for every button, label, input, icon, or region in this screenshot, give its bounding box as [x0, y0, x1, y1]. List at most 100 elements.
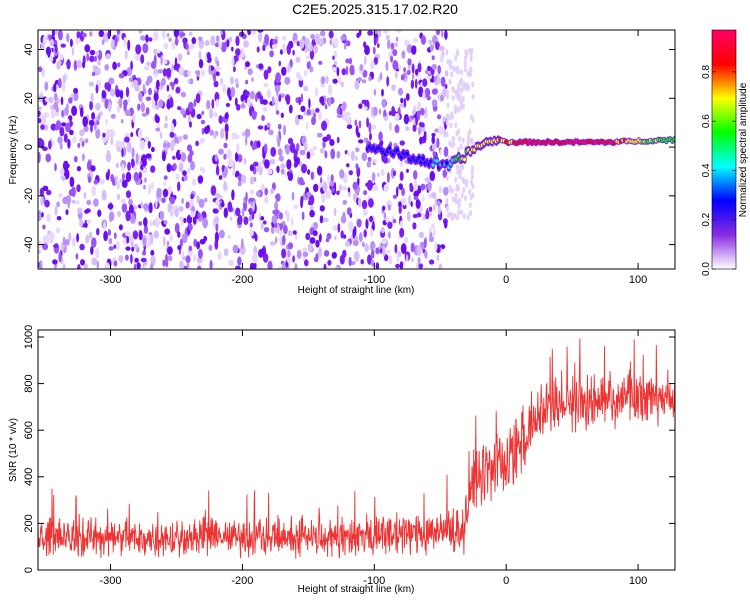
- noise-blob: [337, 223, 341, 233]
- noise-blob: [98, 30, 105, 38]
- signal-core: [421, 156, 425, 161]
- noise-blob: [320, 83, 326, 88]
- noise-blob: [85, 234, 90, 244]
- noise-blob: [335, 266, 340, 269]
- noise-blob: [340, 81, 344, 88]
- noise-blob: [223, 248, 229, 257]
- noise-blob: [104, 262, 111, 269]
- noise-blob: [404, 236, 409, 244]
- noise-blob: [471, 81, 475, 88]
- noise-blob: [405, 93, 410, 101]
- noise-blob: [356, 77, 363, 82]
- noise-blob: [353, 250, 360, 262]
- noise-blob: [185, 201, 190, 209]
- noise-blob: [198, 38, 205, 49]
- noise-blob: [247, 30, 252, 36]
- noise-blob: [305, 232, 311, 241]
- noise-blob: [38, 118, 42, 124]
- noise-blob: [436, 137, 440, 149]
- noise-blob: [406, 210, 411, 222]
- noise-blob: [300, 115, 303, 120]
- noise-blob: [88, 119, 95, 127]
- noise-blob: [146, 61, 151, 66]
- noise-blob: [108, 211, 115, 221]
- noise-blob: [240, 238, 244, 250]
- noise-blob: [55, 227, 61, 234]
- noise-blob: [457, 209, 461, 216]
- noise-blob: [437, 65, 442, 75]
- noise-blob: [190, 193, 195, 200]
- noise-blob: [166, 163, 172, 173]
- noise-blob: [356, 218, 362, 228]
- noise-blob: [246, 96, 251, 107]
- noise-blob: [327, 259, 332, 266]
- noise-blob: [195, 93, 201, 104]
- noise-blob: [104, 98, 109, 110]
- noise-blob: [419, 205, 424, 213]
- noise-blob: [198, 198, 205, 208]
- noise-blob: [389, 121, 392, 131]
- noise-blob: [361, 99, 368, 105]
- noise-blob: [233, 66, 236, 73]
- noise-blob: [95, 67, 101, 76]
- noise-blob: [355, 147, 360, 153]
- noise-blob: [348, 57, 353, 65]
- noise-blob: [416, 101, 422, 112]
- noise-blob: [292, 230, 297, 235]
- noise-blob: [187, 78, 191, 85]
- noise-blob: [383, 116, 389, 121]
- noise-blob: [386, 76, 390, 87]
- noise-blob: [195, 70, 201, 75]
- noise-blob: [419, 107, 425, 116]
- noise-blob: [193, 98, 197, 107]
- noise-blob: [97, 209, 102, 217]
- noise-blob: [339, 254, 345, 265]
- noise-blob: [331, 251, 337, 259]
- noise-blob: [206, 100, 211, 110]
- noise-blob: [373, 56, 378, 65]
- noise-blob: [91, 112, 96, 120]
- noise-blob: [329, 38, 333, 45]
- noise-blob: [247, 68, 253, 76]
- noise-blob: [141, 112, 148, 117]
- noise-blob: [342, 101, 346, 112]
- noise-blob: [189, 211, 196, 218]
- noise-blob: [148, 184, 152, 195]
- noise-blob: [369, 132, 372, 141]
- noise-blob: [458, 173, 462, 180]
- noise-blob: [115, 175, 118, 187]
- noise-blob: [138, 91, 143, 102]
- noise-blob: [249, 189, 254, 195]
- snr-series: [38, 338, 675, 559]
- noise-blob: [402, 204, 407, 210]
- noise-blob: [385, 61, 389, 72]
- noise-blob: [135, 152, 139, 164]
- noise-blob: [213, 80, 219, 88]
- noise-blob: [439, 149, 443, 156]
- noise-blob: [303, 141, 308, 152]
- noise-blob: [445, 120, 449, 126]
- noise-blob: [398, 205, 402, 214]
- noise-blob: [71, 186, 76, 197]
- noise-blob: [407, 64, 411, 70]
- noise-blob: [224, 123, 229, 134]
- noise-blob: [269, 241, 276, 246]
- noise-blob: [160, 54, 163, 66]
- noise-blob: [372, 221, 375, 230]
- noise-blob: [445, 131, 449, 138]
- noise-blob: [393, 42, 399, 47]
- noise-blob: [319, 96, 325, 104]
- noise-blob: [396, 186, 399, 197]
- noise-blob: [345, 240, 351, 247]
- noise-blob: [107, 203, 114, 210]
- noise-blob: [267, 66, 272, 74]
- noise-blob: [436, 254, 440, 261]
- noise-blob: [193, 254, 197, 262]
- noise-blob: [229, 76, 235, 85]
- noise-blob: [90, 246, 94, 255]
- noise-blob: [197, 212, 201, 219]
- noise-blob: [60, 167, 65, 177]
- noise-blob: [264, 197, 269, 204]
- noise-blob: [371, 172, 376, 182]
- noise-blob: [126, 141, 132, 153]
